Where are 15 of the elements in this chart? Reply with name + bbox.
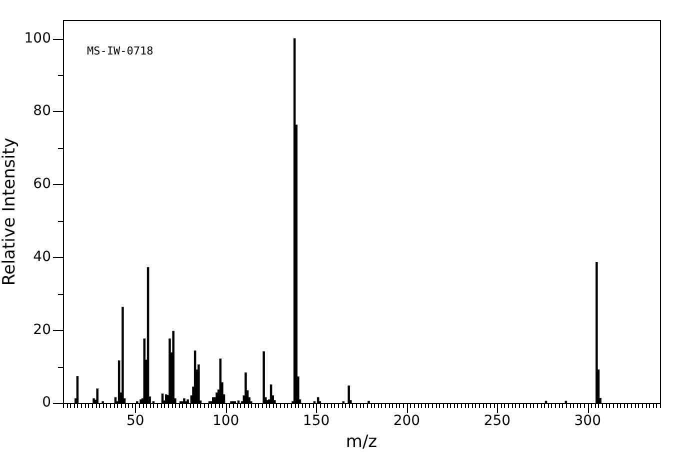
x-tick-label: 200 xyxy=(393,413,420,430)
y-tick-label: 40 xyxy=(33,248,51,265)
x-tick-label: 250 xyxy=(484,413,511,430)
x-tick-label: 150 xyxy=(302,413,330,430)
x-tick-label: 50 xyxy=(126,413,144,430)
x-tick-label: 100 xyxy=(212,413,240,430)
y-tick-label: 80 xyxy=(33,103,51,120)
y-axis-title: Relative Intensity xyxy=(0,138,20,286)
y-tick-label: 60 xyxy=(33,176,51,192)
x-tick-label: 300 xyxy=(574,413,602,430)
y-tick-label: 100 xyxy=(24,30,51,46)
annotation: MS-IW-0718 xyxy=(87,44,154,58)
y-tick-label: 20 xyxy=(33,322,51,338)
x-axis-title: m/z xyxy=(346,432,378,452)
y-tick-label: 0 xyxy=(42,394,51,411)
